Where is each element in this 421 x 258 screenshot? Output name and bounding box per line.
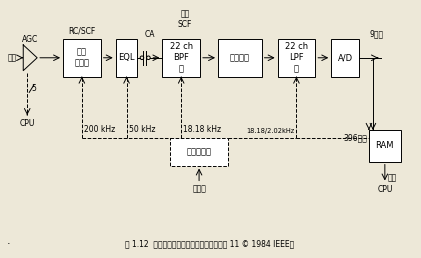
Text: AGC: AGC [22,35,38,44]
Text: EQL: EQL [118,53,135,62]
Text: RAM: RAM [376,141,394,150]
Text: 图 1.12  语言频谱分析仪的方框图（取自文献 11 © 1984 IEEE）: 图 1.12 语言频谱分析仪的方框图（取自文献 11 © 1984 IEEE） [125,239,295,248]
Bar [277,39,315,77]
Text: CPU: CPU [19,119,35,127]
Text: 总线: 总线 [388,173,397,182]
Text: 5: 5 [31,84,36,93]
Text: 前置
滤波器: 前置 滤波器 [75,48,89,68]
Text: 全波整流: 全波整流 [230,53,250,62]
Bar [331,39,359,77]
Text: CA: CA [145,29,155,38]
Bar [170,138,228,166]
Text: 时钟发生器: 时钟发生器 [187,147,212,156]
Bar [63,39,101,77]
Text: 50 kHz: 50 kHz [128,125,155,134]
Text: 一阶
SCF: 一阶 SCF [178,10,192,29]
Text: 22 ch
BPF
组: 22 ch BPF 组 [170,42,193,73]
Bar [163,39,200,77]
Text: 9比特: 9比特 [370,29,384,38]
Text: 200 kHz: 200 kHz [84,125,115,134]
Text: 18.18/2.02kHz: 18.18/2.02kHz [246,128,294,134]
Bar [116,39,138,77]
Text: 396比特: 396比特 [343,133,367,142]
Bar [369,130,401,162]
Text: 18.18 kHz: 18.18 kHz [183,125,221,134]
Text: A/D: A/D [338,53,353,62]
Text: RC/SCF: RC/SCF [68,27,96,36]
Text: 主时钟: 主时钟 [192,185,206,194]
Text: ·: · [6,239,10,249]
Text: 话音: 话音 [7,53,16,62]
Bar [218,39,262,77]
Text: 22 ch
LPF
组: 22 ch LPF 组 [285,42,308,73]
Text: CPU: CPU [377,185,392,194]
